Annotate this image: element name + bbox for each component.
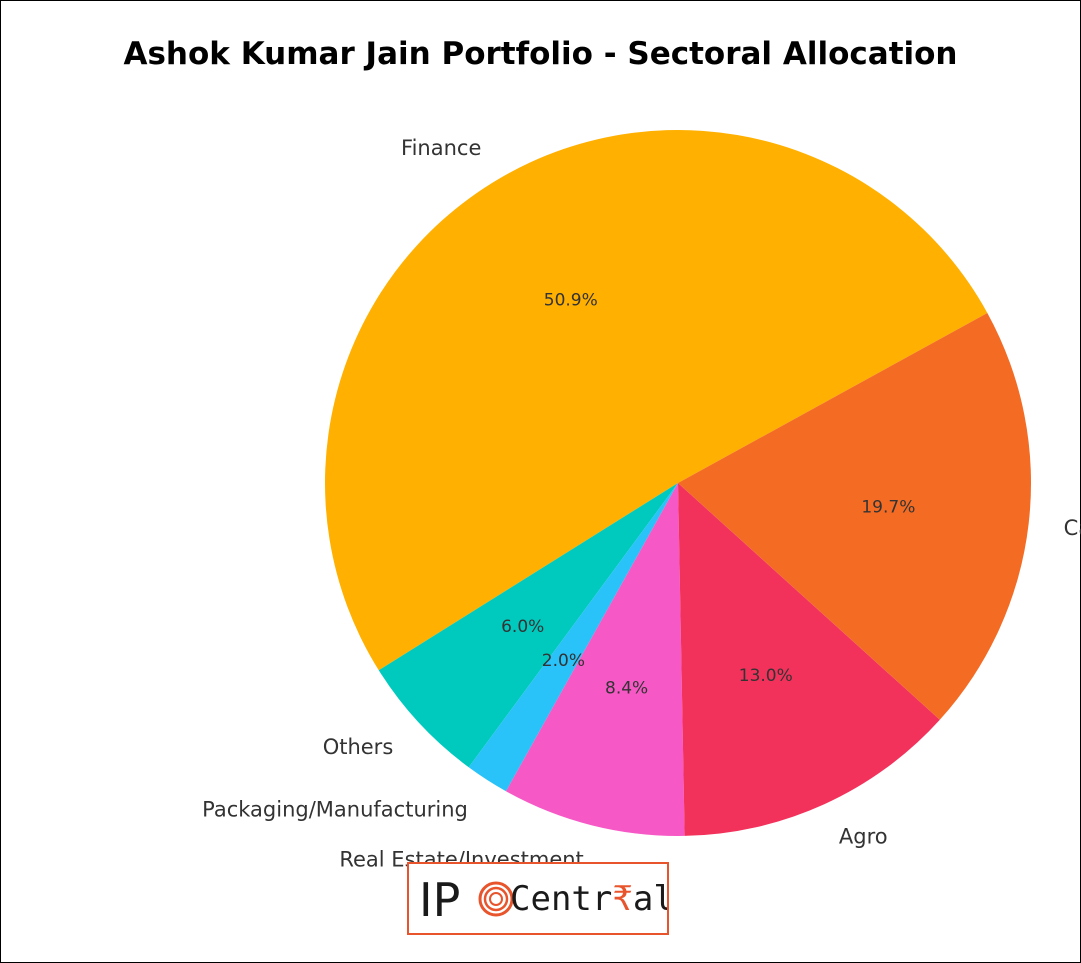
category-label-agro: Agro: [839, 824, 888, 848]
ipo-central-logo: IP Centr₹al: [407, 862, 669, 935]
chart-title: Ashok Kumar Jain Portfolio - Sectoral Al…: [123, 36, 958, 72]
pct-label-others: 6.0%: [501, 617, 544, 637]
pie-slice-real-estate-investment: [506, 483, 685, 837]
percentage-labels: 50.9% 6.0% 2.0% 8.4% 13.0% 19.7%: [501, 290, 915, 698]
pct-label-real-estate-investment: 8.4%: [605, 678, 648, 698]
pct-label-agro: 13.0%: [739, 666, 793, 686]
logo-ip-text: IP: [419, 873, 460, 927]
logo-central-text: Centr₹al: [510, 879, 667, 919]
category-labels: FinanceOthersPackaging/ManufacturingReal…: [202, 136, 1081, 872]
pct-label-capital-goods: 19.7%: [861, 498, 915, 518]
pie-slice-agro: [678, 483, 940, 836]
category-label-capital-goods: Capital Goods: [1064, 516, 1081, 540]
pie-slice-packaging-manufacturing: [468, 483, 678, 792]
logo-graphic: IP Centr₹al: [419, 873, 667, 927]
pie-slice-capital-goods: [678, 312, 1031, 720]
pct-label-finance: 50.9%: [544, 290, 598, 310]
pie-slice-others: [378, 483, 678, 768]
pie-slice-finance: [324, 129, 988, 671]
logo-o-mark: [478, 881, 514, 917]
category-label-others: Others: [323, 735, 394, 759]
pie-slices: [324, 129, 1031, 837]
category-label-packaging-manufacturing: Packaging/Manufacturing: [202, 798, 468, 822]
category-label-finance: Finance: [401, 136, 481, 160]
pct-label-packaging-manufacturing: 2.0%: [542, 651, 585, 671]
